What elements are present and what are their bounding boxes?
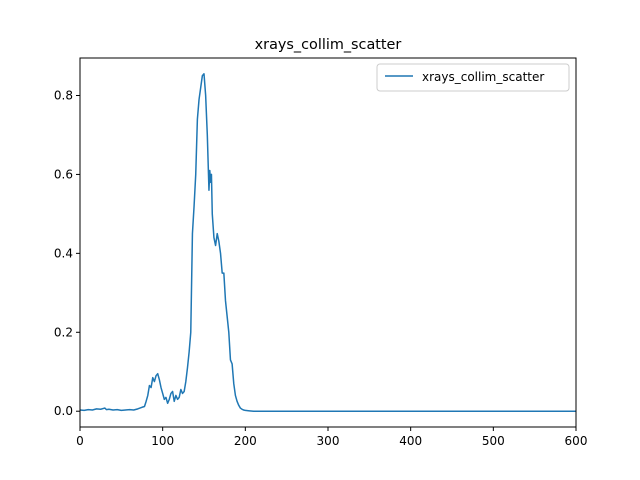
x-tick-label: 300 bbox=[317, 434, 340, 448]
x-tick-label: 600 bbox=[565, 434, 588, 448]
y-axis: 0.0 0.2 0.4 0.6 0.8 bbox=[54, 88, 80, 418]
x-tick-label: 100 bbox=[151, 434, 174, 448]
x-tick-label: 500 bbox=[482, 434, 505, 448]
axes-frame bbox=[79, 57, 577, 428]
axes-spines bbox=[79, 57, 577, 428]
y-tick-label: 0.4 bbox=[54, 246, 73, 260]
series-layer bbox=[79, 73, 576, 412]
x-tick-label: 0 bbox=[76, 434, 84, 448]
legend: xrays_collim_scatter bbox=[376, 63, 570, 92]
x-tick-label: 200 bbox=[234, 434, 257, 448]
y-tick-label: 0.0 bbox=[54, 404, 73, 418]
series-line-0 bbox=[79, 73, 576, 412]
x-axis: 0 100 200 300 400 500 600 bbox=[76, 427, 587, 448]
legend-label: xrays_collim_scatter bbox=[422, 70, 544, 84]
y-tick-label: 0.8 bbox=[54, 88, 73, 102]
y-tick-label: 0.6 bbox=[54, 167, 73, 181]
legend-box bbox=[376, 63, 570, 92]
y-tick-label: 0.2 bbox=[54, 325, 73, 339]
x-tick-label: 400 bbox=[399, 434, 422, 448]
plot-background bbox=[80, 58, 576, 427]
plot-area bbox=[80, 58, 576, 427]
chart-title: xrays_collim_scatter bbox=[255, 37, 402, 53]
